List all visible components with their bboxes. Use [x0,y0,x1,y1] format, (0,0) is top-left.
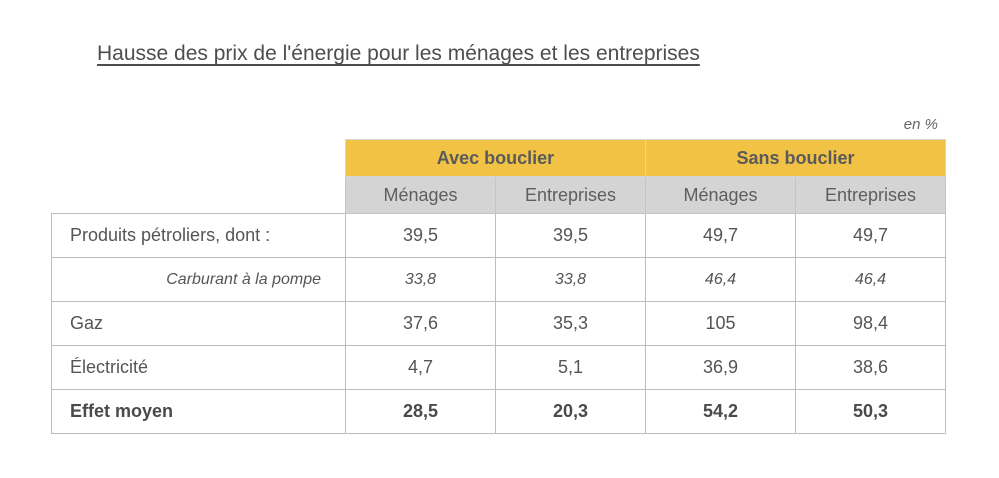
data-table: Avec bouclier Sans bouclier Ménages Entr… [51,139,946,434]
table-row-carburant: Carburant à la pompe 33,8 33,8 46,4 46,4 [51,257,946,302]
table-cell: 39,5 [345,213,496,258]
table-cell: 36,9 [645,345,796,390]
column-header-menages: Ménages [645,176,796,214]
corner-blank [52,140,346,177]
table-cell: 46,4 [795,257,946,302]
table-cell: 38,6 [795,345,946,390]
column-header-entreprises: Entreprises [795,176,946,214]
table-cell: 49,7 [645,213,796,258]
table-row-electricite: Électricité 4,7 5,1 36,9 38,6 [51,345,946,390]
table-cell: 20,3 [495,389,646,434]
sub-header-row: Ménages Entreprises Ménages Entreprises [52,176,946,214]
table-cell: 98,4 [795,301,946,346]
table-row-effet-moyen: Effet moyen 28,5 20,3 54,2 50,3 [51,389,946,434]
table-row-produits-petroliers: Produits pétroliers, dont : 39,5 39,5 49… [51,213,946,258]
row-label: Carburant à la pompe [51,257,346,302]
group-header-sans-bouclier: Sans bouclier [645,139,946,177]
table-cell: 49,7 [795,213,946,258]
row-label: Gaz [51,301,346,346]
group-header-row: Avec bouclier Sans bouclier [52,139,946,177]
table-cell: 35,3 [495,301,646,346]
table-cell: 5,1 [495,345,646,390]
row-label: Électricité [51,345,346,390]
row-label: Produits pétroliers, dont : [51,213,346,258]
table-cell: 105 [645,301,796,346]
row-label: Effet moyen [51,389,346,434]
chart-title: Hausse des prix de l'énergie pour les mé… [97,42,700,65]
column-header-menages: Ménages [345,176,496,214]
table-cell: 46,4 [645,257,796,302]
table-cell: 33,8 [345,257,496,302]
table-cell: 33,8 [495,257,646,302]
table-row-gaz: Gaz 37,6 35,3 105 98,4 [51,301,946,346]
table-cell: 39,5 [495,213,646,258]
table-cell: 4,7 [345,345,496,390]
table-cell: 28,5 [345,389,496,434]
table-cell: 50,3 [795,389,946,434]
group-header-avec-bouclier: Avec bouclier [345,139,646,177]
corner-blank [52,177,346,214]
table-cell: 54,2 [645,389,796,434]
column-header-entreprises: Entreprises [495,176,646,214]
table-cell: 37,6 [345,301,496,346]
unit-label: en % [903,116,938,133]
